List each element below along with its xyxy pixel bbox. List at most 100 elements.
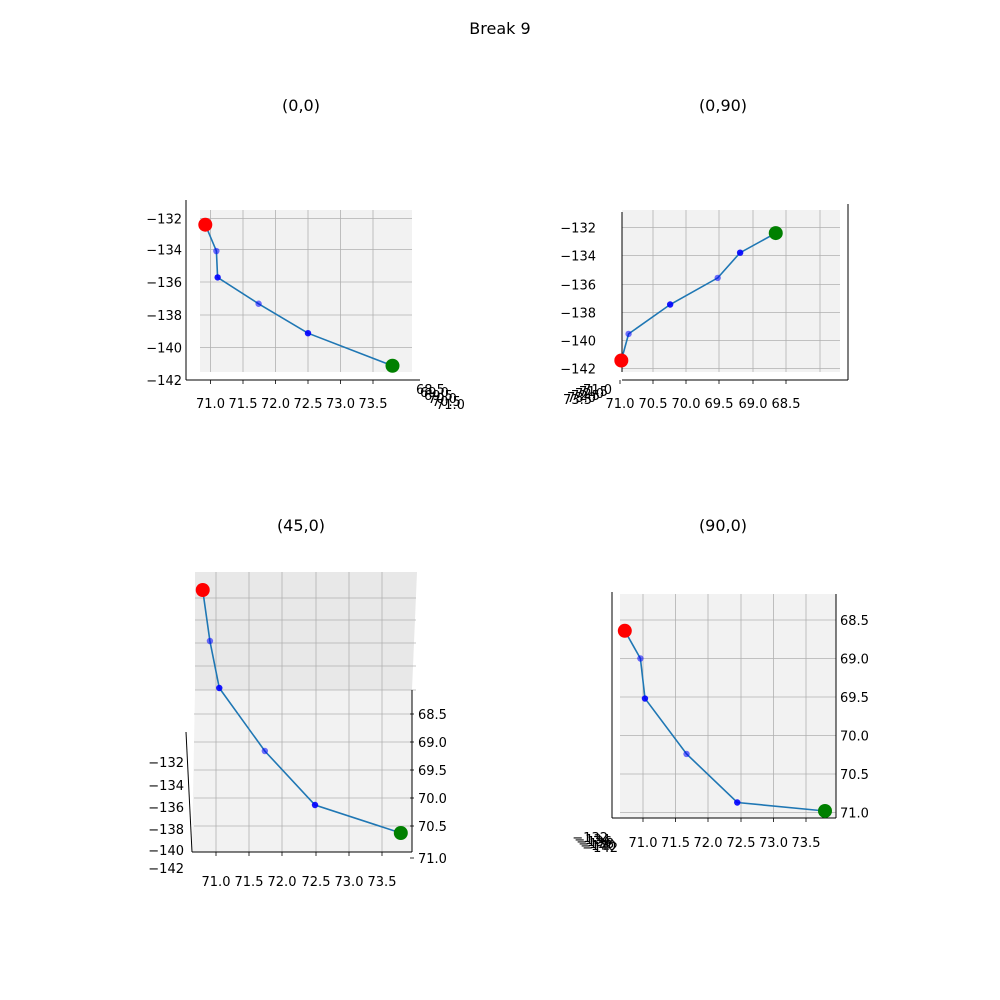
depth-tick-label: 71.5 xyxy=(579,385,608,400)
y-tick-label: −134 xyxy=(146,244,182,259)
x-tick-label: 72.5 xyxy=(294,397,323,412)
pane-background xyxy=(622,210,840,372)
x-tick-label: 73.5 xyxy=(359,397,388,412)
data-point xyxy=(736,249,744,256)
y-tick-label: −138 xyxy=(560,307,596,322)
depth-tick-label: 69.0 xyxy=(418,736,447,751)
depth-tick-label: 73.5 xyxy=(563,393,592,408)
depth-tick-label: 70.5 xyxy=(432,395,461,410)
start-point xyxy=(198,217,213,232)
x-tick-label: 72.0 xyxy=(261,397,290,412)
depth-tick-label: −132 xyxy=(572,831,608,846)
x-tick-label: 72.0 xyxy=(268,875,297,890)
x-tick-label: 73.0 xyxy=(335,875,364,890)
y-tick-label: −140 xyxy=(560,335,596,350)
pane-background xyxy=(200,210,412,372)
x-tick-label: 69.5 xyxy=(705,397,734,412)
depth-tick-label: 69.5 xyxy=(418,764,447,779)
subplot-title: (0,90) xyxy=(699,96,747,115)
y-tick-label: −138 xyxy=(146,309,182,324)
depth-tick-label: 70.0 xyxy=(418,792,447,807)
data-point xyxy=(637,655,644,662)
subplot-view-45-0: (45,0) 71.0 71.5 72.0 72.5 73.0 73.5 −132 −134 −1… xyxy=(148,516,447,890)
series-line xyxy=(204,224,393,367)
start-point xyxy=(617,623,632,638)
data-point xyxy=(213,247,220,255)
y-tick-label: −138 xyxy=(148,823,184,838)
x-tick-label: 72.0 xyxy=(694,836,723,851)
x-tick-label: 71.5 xyxy=(229,397,258,412)
y-tick-label: −134 xyxy=(148,779,184,794)
series-line xyxy=(624,630,826,812)
data-point xyxy=(311,801,319,809)
x-tick-label: 69.0 xyxy=(739,397,768,412)
x-tick-label: 73.5 xyxy=(792,836,821,851)
data-point xyxy=(206,637,214,645)
depth-tick-label: −142 xyxy=(582,841,618,856)
start-point xyxy=(614,353,629,368)
depth-tick-label: 68.5 xyxy=(416,383,445,398)
y-tick-label: −132 xyxy=(148,756,184,771)
end-point xyxy=(818,803,832,818)
start-point xyxy=(195,583,210,597)
back-pane xyxy=(195,572,417,690)
y-tick-label: −140 xyxy=(148,844,184,859)
y-tick-label: 71.0 xyxy=(840,807,869,822)
series-line xyxy=(620,232,777,361)
floor-pane xyxy=(192,690,412,852)
data-point xyxy=(214,274,221,281)
x-tick-label: 73.0 xyxy=(326,397,355,412)
depth-tick-label: 69.5 xyxy=(424,389,453,404)
depth-tick-label: −140 xyxy=(580,839,616,854)
depth-tick-label: 71.0 xyxy=(583,383,612,398)
data-point xyxy=(714,274,721,282)
end-point xyxy=(768,226,783,241)
depth-tick-label: −136 xyxy=(576,835,612,850)
y-tick-label: −142 xyxy=(560,363,596,378)
depth-tick-label: −138 xyxy=(578,837,614,852)
depth-tick-label: 69.0 xyxy=(420,386,449,401)
x-tick-label: 68.5 xyxy=(772,397,801,412)
y-tick-label: 69.5 xyxy=(840,691,869,706)
y-tick-label: −142 xyxy=(148,862,184,877)
x-tick-label: 72.5 xyxy=(727,836,756,851)
x-tick-label: 70.5 xyxy=(639,397,668,412)
data-point xyxy=(261,747,269,755)
data-point xyxy=(255,300,262,307)
y-tick-label: 70.0 xyxy=(840,730,869,745)
x-tick-label: 71.0 xyxy=(629,836,658,851)
x-tick-label: 73.5 xyxy=(368,875,397,890)
subplot-title: (90,0) xyxy=(699,516,747,535)
x-tick-label: 71.0 xyxy=(202,875,231,890)
depth-tick-label: −134 xyxy=(574,833,610,848)
y-tick-label: −136 xyxy=(146,276,182,291)
x-tick-label: 71.5 xyxy=(661,836,690,851)
depth-tick-label: 68.5 xyxy=(418,708,447,723)
data-point xyxy=(641,695,649,702)
depth-tick-label: 73.0 xyxy=(567,391,596,406)
end-point xyxy=(385,358,400,373)
y-tick-label: −142 xyxy=(146,374,182,389)
figure-title: Break 9 xyxy=(469,19,530,38)
depth-tick-label: 71.0 xyxy=(418,852,447,867)
depth-tick-label: 71.0 xyxy=(436,398,465,413)
x-tick-label: 72.5 xyxy=(302,875,331,890)
y-tick-label: 70.5 xyxy=(840,768,869,783)
data-point xyxy=(734,799,741,806)
depth-tick-label: 72.0 xyxy=(575,387,604,402)
y-tick-label: −132 xyxy=(146,213,182,228)
y-tick-label: −136 xyxy=(560,279,596,294)
data-point xyxy=(216,684,223,692)
subplot-view-0-0: (0,0) 71.0 71.5 72.0 72.5 73.0 73.5 −132 −134 −13… xyxy=(146,96,465,413)
data-point xyxy=(304,330,312,337)
z-axis-spine xyxy=(185,731,193,853)
pane-background xyxy=(620,594,836,818)
data-point xyxy=(625,330,632,338)
x-tick-label: 70.0 xyxy=(672,397,701,412)
data-point xyxy=(666,301,674,308)
x-tick-label: 73.0 xyxy=(759,836,788,851)
series-line xyxy=(201,589,402,834)
y-tick-label: −132 xyxy=(560,222,596,237)
data-point xyxy=(683,750,690,758)
